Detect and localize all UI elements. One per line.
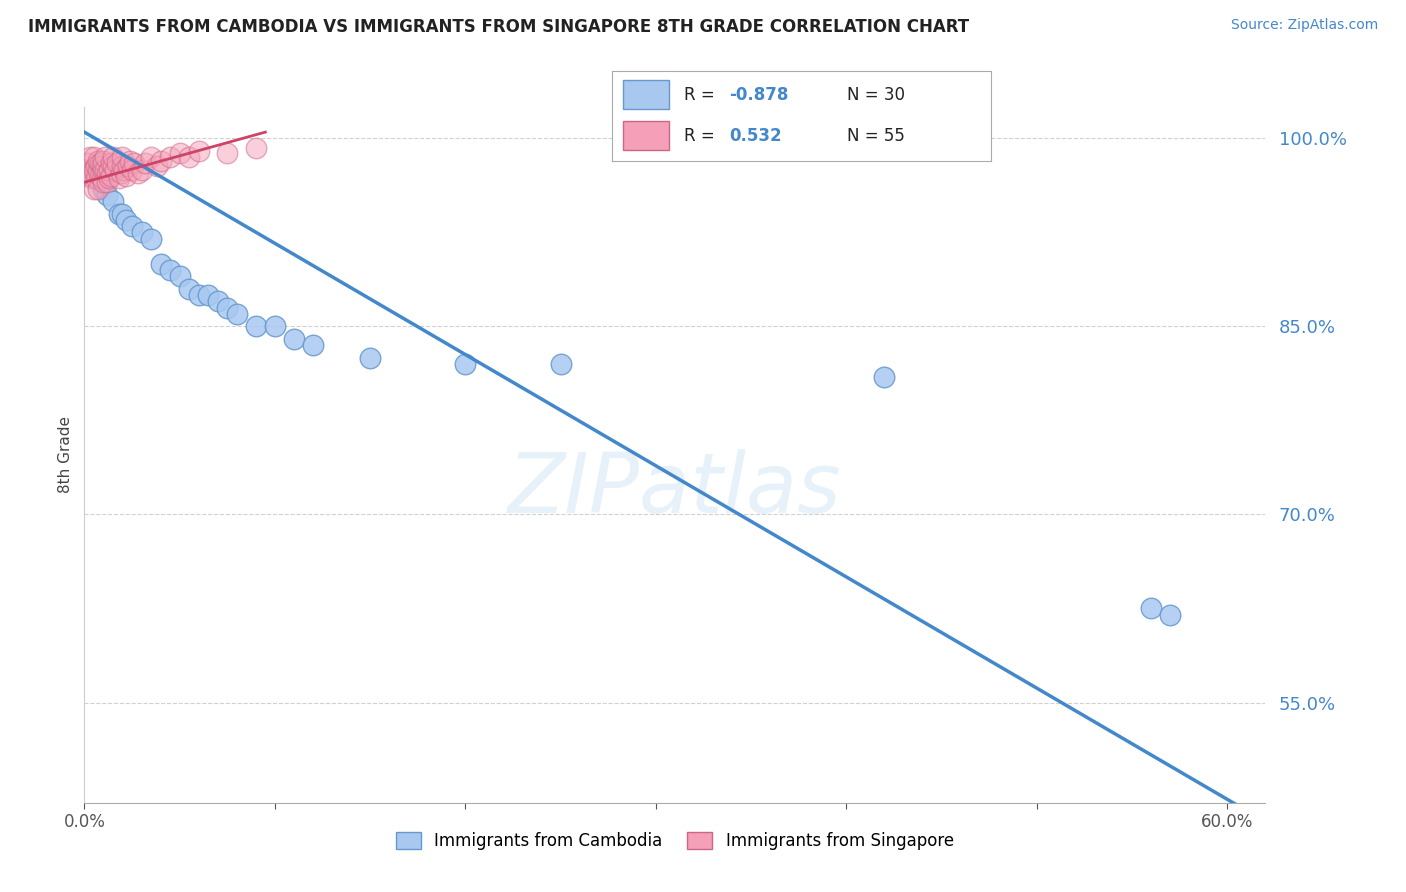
FancyBboxPatch shape bbox=[623, 121, 669, 150]
Point bbox=[86, 162, 108, 177]
Point bbox=[149, 153, 172, 168]
Point bbox=[263, 319, 285, 334]
Point bbox=[94, 162, 117, 177]
Point bbox=[100, 169, 122, 183]
Point bbox=[93, 162, 115, 177]
Text: IMMIGRANTS FROM CAMBODIA VS IMMIGRANTS FROM SINGAPORE 8TH GRADE CORRELATION CHAR: IMMIGRANTS FROM CAMBODIA VS IMMIGRANTS F… bbox=[28, 18, 969, 36]
Point bbox=[111, 206, 134, 220]
Point bbox=[112, 162, 135, 177]
Point bbox=[159, 263, 181, 277]
Point bbox=[77, 156, 100, 170]
Text: N = 55: N = 55 bbox=[846, 127, 905, 145]
Point bbox=[107, 171, 129, 186]
Point bbox=[80, 171, 103, 186]
Point bbox=[83, 162, 105, 177]
Point bbox=[1159, 607, 1181, 622]
Point bbox=[96, 175, 118, 189]
Text: N = 30: N = 30 bbox=[846, 86, 905, 103]
Point bbox=[104, 162, 127, 177]
Point bbox=[159, 150, 181, 164]
Point bbox=[100, 156, 122, 170]
Point bbox=[550, 357, 572, 371]
Point bbox=[89, 175, 111, 189]
Point bbox=[90, 171, 112, 186]
Point bbox=[122, 156, 145, 170]
Point bbox=[79, 150, 101, 164]
Point bbox=[86, 153, 108, 168]
Point bbox=[149, 257, 172, 271]
Text: 0.532: 0.532 bbox=[730, 127, 782, 145]
Point bbox=[117, 159, 139, 173]
Point bbox=[107, 206, 129, 220]
Point bbox=[217, 146, 239, 161]
Point bbox=[83, 150, 105, 164]
Point bbox=[79, 169, 101, 183]
Point bbox=[111, 159, 134, 173]
Point bbox=[121, 162, 143, 177]
Point bbox=[84, 159, 107, 173]
Y-axis label: 8th Grade: 8th Grade bbox=[58, 417, 73, 493]
Point bbox=[454, 357, 477, 371]
Point bbox=[83, 181, 105, 195]
Point bbox=[96, 166, 118, 180]
FancyBboxPatch shape bbox=[623, 80, 669, 109]
Text: R =: R = bbox=[683, 86, 720, 103]
Point bbox=[217, 301, 239, 315]
Point bbox=[187, 144, 209, 158]
Point bbox=[169, 146, 191, 161]
Point bbox=[139, 150, 162, 164]
Point bbox=[84, 171, 107, 186]
Point bbox=[115, 212, 138, 227]
Point bbox=[96, 187, 118, 202]
Text: Source: ZipAtlas.com: Source: ZipAtlas.com bbox=[1230, 18, 1378, 32]
Point bbox=[89, 156, 111, 170]
Point bbox=[94, 150, 117, 164]
Point bbox=[283, 332, 305, 346]
Point bbox=[111, 150, 134, 164]
Point bbox=[197, 288, 219, 302]
Point bbox=[101, 159, 124, 173]
Text: R =: R = bbox=[683, 127, 720, 145]
Point bbox=[207, 294, 229, 309]
Point bbox=[86, 181, 108, 195]
Point bbox=[131, 162, 153, 177]
Point bbox=[93, 175, 115, 189]
Point bbox=[93, 153, 115, 168]
Point bbox=[120, 153, 142, 168]
Point bbox=[98, 162, 121, 177]
Point bbox=[145, 159, 167, 173]
Point bbox=[110, 166, 132, 180]
Point bbox=[139, 232, 162, 246]
Point bbox=[101, 150, 124, 164]
Text: ZIPatlas: ZIPatlas bbox=[508, 450, 842, 530]
Point bbox=[83, 162, 105, 177]
Point bbox=[873, 369, 896, 384]
Point bbox=[90, 159, 112, 173]
Point bbox=[131, 226, 153, 240]
Point bbox=[105, 156, 128, 170]
Point bbox=[245, 319, 267, 334]
Point bbox=[80, 162, 103, 177]
Point bbox=[245, 141, 267, 155]
Point bbox=[1140, 601, 1163, 615]
Point bbox=[302, 338, 325, 352]
Point bbox=[127, 166, 149, 180]
Point bbox=[134, 156, 156, 170]
Point bbox=[169, 269, 191, 284]
Point bbox=[179, 150, 201, 164]
Point bbox=[121, 219, 143, 234]
Text: -0.878: -0.878 bbox=[730, 86, 789, 103]
Point bbox=[101, 194, 124, 208]
Point bbox=[187, 288, 209, 302]
Point bbox=[75, 162, 97, 177]
Point bbox=[115, 169, 138, 183]
Point bbox=[98, 171, 121, 186]
Point bbox=[359, 351, 381, 365]
Legend: Immigrants from Cambodia, Immigrants from Singapore: Immigrants from Cambodia, Immigrants fro… bbox=[389, 826, 960, 857]
Point bbox=[225, 307, 247, 321]
Point bbox=[179, 282, 201, 296]
Point bbox=[93, 181, 115, 195]
Point bbox=[89, 169, 111, 183]
